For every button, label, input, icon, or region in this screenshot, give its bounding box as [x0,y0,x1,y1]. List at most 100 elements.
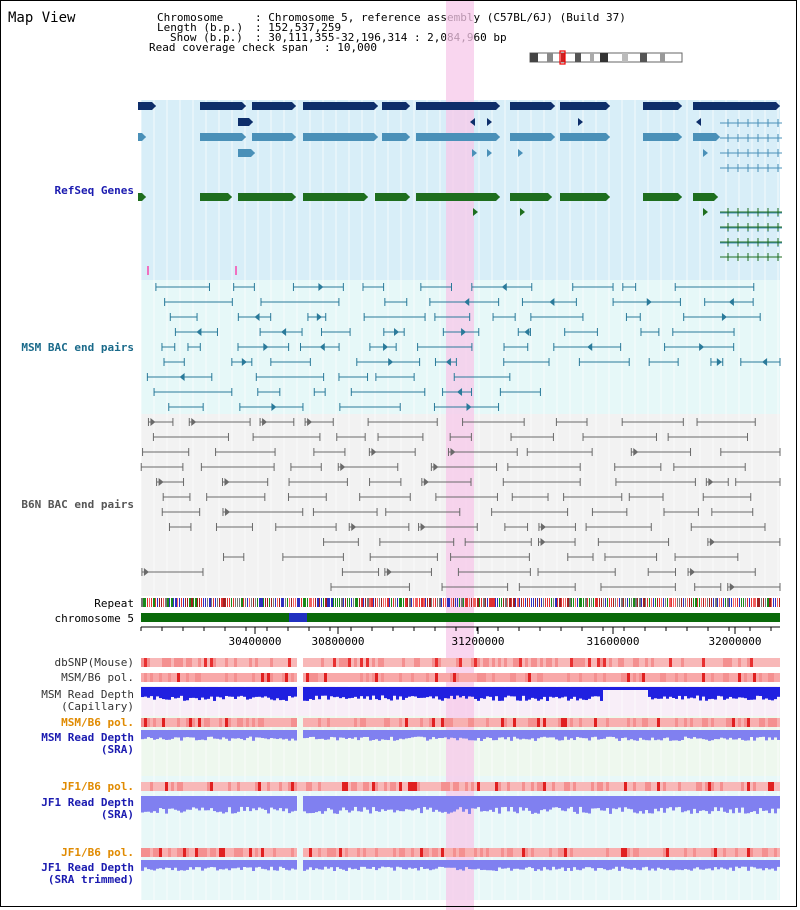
repeat-mark [469,598,470,607]
heat-cell [753,848,756,857]
depth-bar [462,860,465,871]
depth-bar [537,860,540,870]
heat-cell [234,848,237,857]
heat-cell [372,673,375,682]
heat-cell [552,782,555,791]
heat-cell [162,848,165,857]
heat-cell [750,848,753,857]
depth-bar [444,796,447,812]
heat-cell [768,718,771,727]
depth-bar [168,730,171,740]
depth-bar [294,730,297,741]
repeat-mark [403,598,404,607]
heat-cell [414,673,417,682]
heat-cell [585,718,588,727]
depth-bar [675,860,678,870]
depth-bar [753,687,756,700]
heat-cell [360,782,363,791]
depth-bar [624,730,627,738]
depth-bar [762,730,765,737]
heat-cell [180,718,183,727]
heat-cell [327,658,330,667]
track-label-b6n-bac[interactable]: B6N BAC end pairs [21,498,134,511]
depth-bar [171,730,174,739]
depth-bar [165,687,168,700]
heat-cell [765,673,768,682]
depth-bar [321,796,324,814]
heat-cell [693,848,696,857]
gene-arrow [228,193,232,201]
heat-cell [720,718,723,727]
heat-cell [609,782,612,791]
heat-cell [621,782,624,791]
depth-bar [624,687,627,690]
depth-bar [252,687,255,698]
depth-bar [420,796,423,814]
heat-cell [441,718,444,727]
heat-cell [363,718,366,727]
heat-cell [663,658,666,667]
depth-bar [627,860,630,869]
depth-bar [705,730,708,740]
depth-bar [153,860,156,871]
heat-cell [165,673,168,682]
gene-arrow [374,102,378,110]
depth-bar [663,860,666,870]
depth-bar [258,687,261,697]
gene-exon [510,133,551,141]
depth-bar [357,796,360,812]
heat-cell [558,848,561,857]
repeat-mark [275,598,276,607]
repeat-mark [779,598,780,607]
heat-cell [588,673,591,682]
depth-bar [570,860,573,871]
depth-bar [177,730,180,738]
depth-bar [663,796,666,813]
heat-cell [528,673,531,682]
heat-cell [417,718,420,727]
depth-bar [402,860,405,870]
heat-cell [357,718,360,727]
heat-cell [345,848,348,857]
heat-cell [735,782,738,791]
heat-cell [399,718,402,727]
heat-cell [759,673,762,682]
heat-cell [504,848,507,857]
heat-cell [399,848,402,857]
depth-bar [375,796,378,812]
depth-bar [747,687,750,700]
heat-cell [330,782,333,791]
depth-bar [375,687,378,700]
depth-bar [303,730,306,739]
repeat-mark [657,598,658,607]
track-label-refseq[interactable]: RefSeq Genes [54,184,134,197]
heat-cell [144,718,147,727]
heat-cell [531,848,534,857]
heat-cell [732,718,735,727]
heat-cell [639,782,642,791]
depth-bar [246,860,249,868]
depth-bar [627,687,630,690]
ideogram-position-marker [559,50,566,65]
heat-cell [330,718,333,727]
depth-bar [714,860,717,868]
gene-arrow [606,193,610,201]
heat-cell [333,658,336,667]
heat-cell [318,782,321,791]
heat-cell [234,673,237,682]
heat-cell [723,658,726,667]
depth-bar [258,860,261,867]
depth-bar [219,730,222,740]
heat-cell [408,658,411,667]
depth-bar [705,860,708,869]
depth-bar [609,860,612,870]
track-label-msm-bac[interactable]: MSM BAC end pairs [21,341,134,354]
heat-cell [684,673,687,682]
depth-bar [291,796,294,812]
depth-bar [399,796,402,812]
depth-bar [249,860,252,868]
heat-cell [723,718,726,727]
depth-bar [465,687,468,699]
depth-bar [231,730,234,739]
